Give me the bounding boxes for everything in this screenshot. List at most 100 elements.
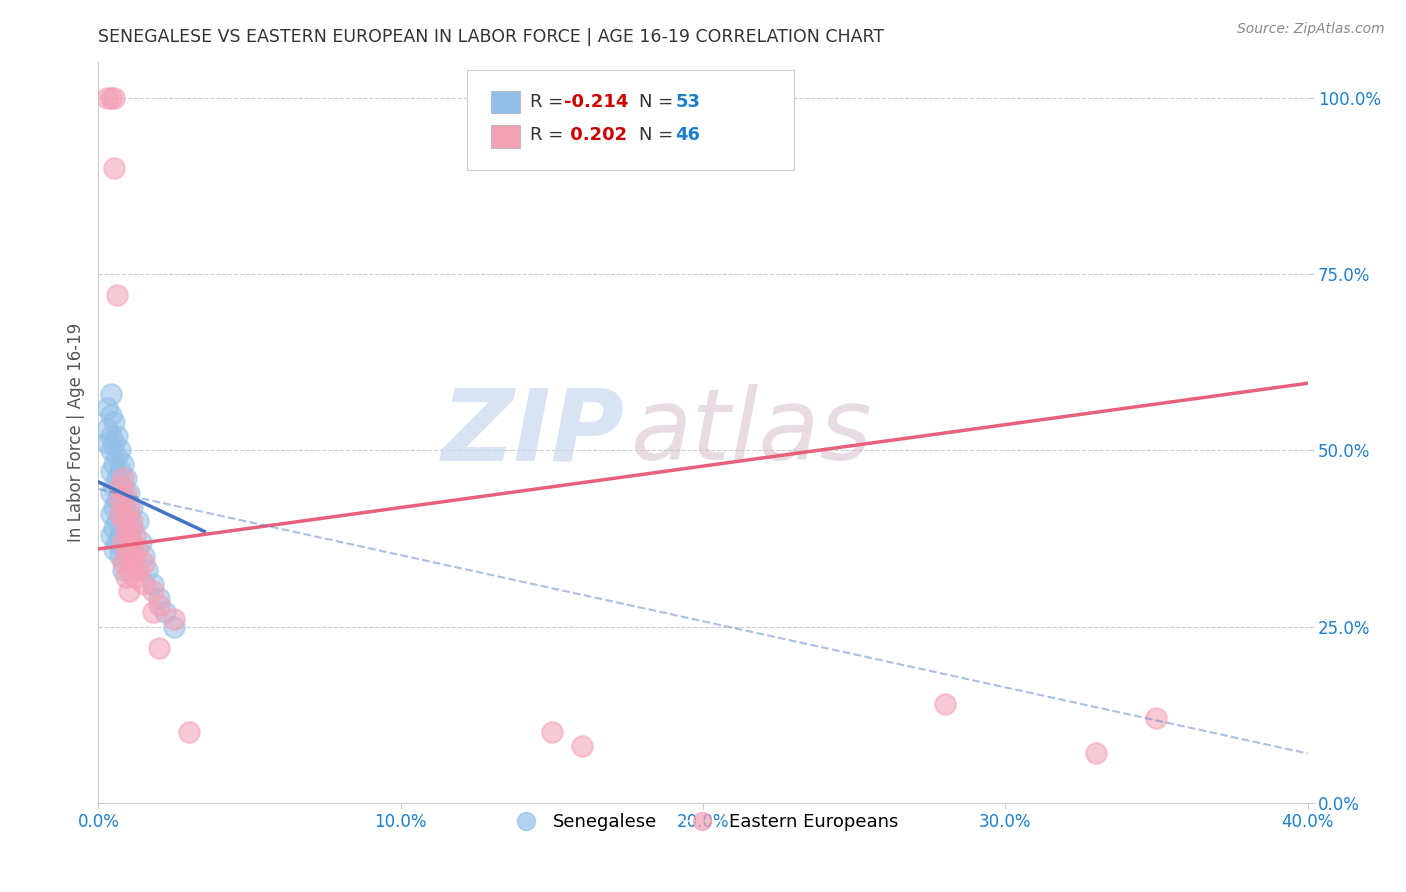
- Text: 53: 53: [675, 93, 700, 111]
- Point: [108, 443, 131, 458]
- Point: [124, 528, 146, 542]
- FancyBboxPatch shape: [467, 70, 793, 169]
- Point: [111, 458, 134, 472]
- Point: [108, 507, 131, 521]
- Point: [148, 591, 170, 606]
- Point: [103, 91, 125, 105]
- Text: Source: ZipAtlas.com: Source: ZipAtlas.com: [1237, 22, 1385, 37]
- Point: [96, 436, 118, 450]
- Point: [103, 521, 125, 535]
- Point: [108, 485, 131, 500]
- Legend: Senegalese, Eastern Europeans: Senegalese, Eastern Europeans: [501, 805, 905, 838]
- Text: ZIP: ZIP: [441, 384, 624, 481]
- Point: [142, 577, 165, 591]
- Text: N =: N =: [638, 93, 679, 111]
- Point: [111, 556, 134, 570]
- Point: [105, 429, 128, 443]
- Point: [96, 401, 118, 415]
- Text: -0.214: -0.214: [564, 93, 628, 111]
- Point: [114, 549, 136, 563]
- Point: [118, 541, 141, 556]
- Point: [111, 563, 134, 577]
- Text: R =: R =: [530, 93, 569, 111]
- Point: [121, 500, 143, 514]
- Point: [103, 500, 125, 514]
- Point: [114, 485, 136, 500]
- Point: [100, 464, 122, 478]
- Point: [121, 556, 143, 570]
- Point: [118, 507, 141, 521]
- Text: N =: N =: [638, 126, 679, 144]
- Point: [114, 492, 136, 507]
- Point: [114, 535, 136, 549]
- Point: [114, 514, 136, 528]
- Point: [148, 599, 170, 613]
- Point: [100, 443, 122, 458]
- Point: [103, 415, 125, 429]
- Point: [111, 514, 134, 528]
- Point: [1085, 747, 1108, 761]
- Point: [934, 697, 956, 711]
- Point: [100, 507, 122, 521]
- Point: [111, 478, 134, 492]
- Point: [114, 570, 136, 584]
- Point: [129, 535, 152, 549]
- Point: [108, 528, 131, 542]
- Point: [96, 91, 118, 105]
- Text: SENEGALESE VS EASTERN EUROPEAN IN LABOR FORCE | AGE 16-19 CORRELATION CHART: SENEGALESE VS EASTERN EUROPEAN IN LABOR …: [98, 28, 884, 45]
- Y-axis label: In Labor Force | Age 16-19: In Labor Force | Age 16-19: [66, 323, 84, 542]
- Point: [142, 606, 165, 620]
- Point: [118, 521, 141, 535]
- Point: [142, 584, 165, 599]
- Point: [121, 535, 143, 549]
- Point: [127, 541, 149, 556]
- Point: [118, 563, 141, 577]
- FancyBboxPatch shape: [492, 126, 520, 147]
- Point: [111, 541, 134, 556]
- Point: [103, 478, 125, 492]
- Point: [118, 584, 141, 599]
- Text: 46: 46: [675, 126, 700, 144]
- Point: [114, 507, 136, 521]
- Point: [105, 514, 128, 528]
- Point: [105, 535, 128, 549]
- Point: [163, 612, 186, 626]
- Point: [100, 485, 122, 500]
- Point: [108, 492, 131, 507]
- Point: [111, 500, 134, 514]
- Point: [103, 458, 125, 472]
- Point: [103, 161, 125, 176]
- FancyBboxPatch shape: [492, 91, 520, 112]
- Point: [105, 492, 128, 507]
- Point: [132, 577, 155, 591]
- Point: [127, 514, 149, 528]
- Point: [111, 535, 134, 549]
- Point: [103, 436, 125, 450]
- Point: [121, 521, 143, 535]
- Point: [105, 471, 128, 485]
- Point: [103, 541, 125, 556]
- Point: [100, 387, 122, 401]
- Point: [132, 549, 155, 563]
- Point: [100, 91, 122, 105]
- Point: [540, 725, 562, 739]
- Point: [100, 528, 122, 542]
- Point: [108, 507, 131, 521]
- Point: [114, 471, 136, 485]
- Point: [111, 521, 134, 535]
- Point: [105, 288, 128, 302]
- Point: [571, 739, 593, 754]
- Point: [108, 464, 131, 478]
- Point: [179, 725, 201, 739]
- Point: [163, 619, 186, 633]
- Point: [148, 640, 170, 655]
- Point: [135, 563, 157, 577]
- Point: [105, 450, 128, 465]
- Point: [121, 514, 143, 528]
- Point: [100, 429, 122, 443]
- Point: [132, 556, 155, 570]
- Point: [118, 528, 141, 542]
- Point: [108, 478, 131, 492]
- Point: [111, 492, 134, 507]
- Point: [124, 570, 146, 584]
